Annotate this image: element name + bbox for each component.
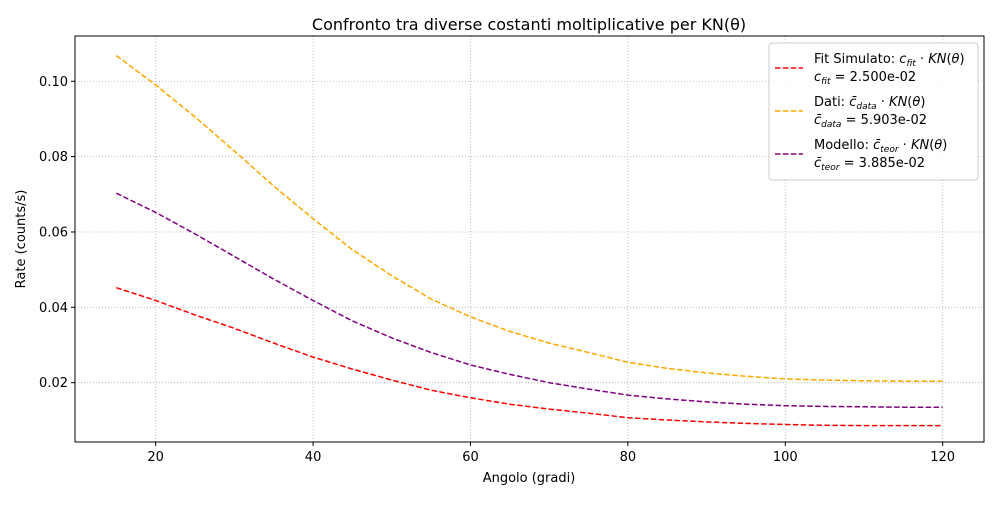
- legend: Fit Simulato: cfit · KN(θ)cfit = 2.500e-…: [768, 42, 979, 181]
- ticks-layer: 20 40 60 80 100 120 0.02 0.04 0.06 0.08 0.10: [39, 75, 955, 465]
- legend-label-dati: Dati: c̄data · KN(θ): [814, 95, 925, 112]
- chart-title: Confronto tra diverse costanti moltiplic…: [312, 15, 746, 34]
- x-tick-label: 80: [620, 450, 637, 465]
- x-tick-label: 20: [147, 450, 164, 465]
- y-tick-label: 0.08: [39, 150, 68, 165]
- x-tick-label: 40: [305, 450, 322, 465]
- x-tick-label: 60: [462, 450, 479, 465]
- y-tick-label: 0.06: [39, 225, 68, 240]
- legend-const-dati: c̄data = 5.903e-02: [814, 113, 927, 130]
- y-tick-label: 0.10: [39, 75, 68, 90]
- legend-const-fit-simulato: cfit = 2.500e-02: [814, 70, 916, 87]
- x-axis-label: Angolo (gradi): [483, 471, 576, 486]
- y-tick-label: 0.02: [39, 376, 68, 391]
- series-line-modello: [115, 192, 943, 408]
- x-tick-label: 100: [773, 450, 798, 465]
- series-line-dati: [115, 54, 943, 382]
- series-layer: [115, 54, 943, 427]
- x-tick-label: 120: [930, 450, 955, 465]
- y-tick-label: 0.04: [39, 301, 68, 316]
- legend-box: [768, 42, 979, 181]
- plot-frame: [74, 35, 985, 443]
- legend-label-modello: Modello: c̄teor · KN(θ): [814, 138, 947, 155]
- y-axis-label: Rate (counts/s): [14, 190, 29, 289]
- legend-const-modello: c̄teor = 3.885e-02: [814, 156, 925, 173]
- series-line-fit-simulato: [116, 286, 943, 427]
- legend-label-fit-simulato: Fit Simulato: cfit · KN(θ): [814, 52, 965, 69]
